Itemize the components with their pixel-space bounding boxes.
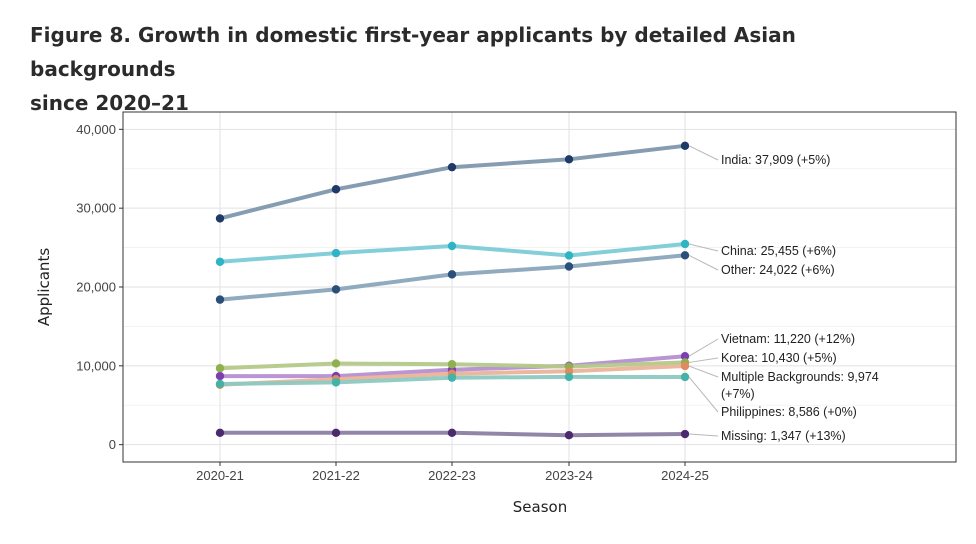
x-tick-label: 2023-24 <box>545 468 593 483</box>
series-points <box>215 141 690 440</box>
data-point-missing <box>215 428 225 438</box>
annotation-label: Vietnam: 11,220 (+12%) <box>721 332 855 346</box>
y-tick-label: 0 <box>109 437 116 452</box>
annotation-label: Korea: 10,430 (+5%) <box>721 351 837 365</box>
y-tick-label: 40,000 <box>76 122 116 137</box>
data-point-philippines <box>331 378 341 387</box>
data-point-vietnam <box>680 352 690 361</box>
grid <box>123 112 956 462</box>
annotation-leader-line <box>688 365 719 378</box>
data-point-philippines <box>215 379 225 389</box>
annotation-leader-line <box>688 433 719 437</box>
figure-title: Figure 8. Growth in domestic first-year … <box>30 18 930 120</box>
annotation-leader-line <box>688 357 719 363</box>
data-point-india <box>331 185 341 194</box>
data-point-philippines <box>564 372 574 382</box>
data-point-other <box>331 285 341 294</box>
annotation-leader-line <box>688 338 719 357</box>
data-point-china <box>564 251 574 260</box>
annotation-leader-line <box>688 243 719 252</box>
data-point-china <box>331 248 341 258</box>
x-axis-ticks: 2020-21 2021-22 2022-23 2023-24 2024-25 <box>196 462 709 483</box>
annotation-leader-line <box>688 254 719 271</box>
data-point-india <box>215 214 225 223</box>
y-axis-label: Applicants <box>35 248 53 326</box>
data-point-other <box>680 251 690 260</box>
data-point-india <box>447 162 457 172</box>
end-label-annotations: India: 37,909 (+5%) China: 25,455 (+6%) Ot… <box>688 145 879 443</box>
annotation-label: India: 37,909 (+5%) <box>721 153 830 167</box>
annotation-label: Philippines: 8,586 (+0%) <box>721 405 857 419</box>
annotation-label-cont: (+7%) <box>721 387 755 401</box>
data-point-multiple-backgrounds <box>680 361 690 371</box>
data-point-korea <box>215 363 225 373</box>
y-tick-label: 30,000 <box>76 201 116 216</box>
data-point-china <box>680 239 690 249</box>
figure-title-line1: Figure 8. Growth in domestic first-year … <box>30 23 796 81</box>
x-axis-label: Season <box>513 498 567 516</box>
annotation-leader-line <box>688 145 719 161</box>
data-point-china <box>215 257 225 266</box>
data-point-india <box>564 155 574 164</box>
data-point-vietnam <box>215 371 225 381</box>
data-point-missing <box>447 428 457 438</box>
data-point-korea <box>331 359 341 368</box>
x-tick-label: 2020-21 <box>196 468 244 483</box>
annotation-label: Multiple Backgrounds: 9,974 <box>721 370 879 384</box>
y-axis-ticks: 0 10,000 20,000 30,000 40,000 <box>76 122 123 452</box>
annotation-leader-line <box>688 376 719 413</box>
data-point-missing <box>680 429 690 439</box>
data-point-other <box>564 262 574 271</box>
x-tick-label: 2024-25 <box>661 468 709 483</box>
data-point-philippines <box>680 372 690 382</box>
data-point-india <box>680 141 690 151</box>
data-point-china <box>447 241 457 251</box>
annotation-label: Other: 24,022 (+6%) <box>721 263 835 277</box>
data-point-korea <box>447 360 457 369</box>
data-point-missing <box>331 428 341 438</box>
y-tick-label: 10,000 <box>76 358 116 373</box>
data-point-other <box>215 295 225 304</box>
x-tick-label: 2021-22 <box>312 468 360 483</box>
annotation-label: Missing: 1,347 (+13%) <box>721 429 846 443</box>
data-point-other <box>447 270 457 279</box>
figure-title-line2: since 2020–21 <box>30 91 189 115</box>
y-tick-label: 20,000 <box>76 280 116 295</box>
data-point-missing <box>564 430 574 440</box>
annotation-label: China: 25,455 (+6%) <box>721 244 836 258</box>
data-point-philippines <box>447 373 457 382</box>
x-tick-label: 2022-23 <box>428 468 476 483</box>
